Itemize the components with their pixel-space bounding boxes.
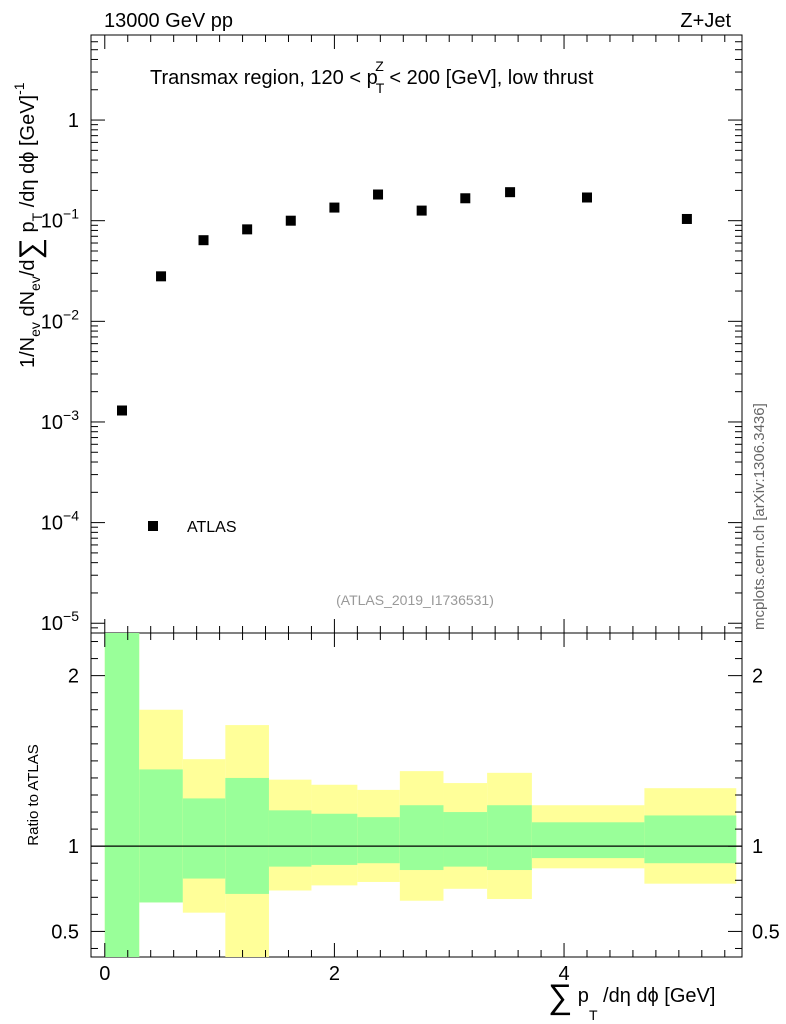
stat-uncertainty-band [311,813,358,865]
data-point [416,205,427,216]
plot-title-post: < 200 [GeV], low thrust [384,67,594,89]
header-left: 13000 GeV pp [104,10,233,32]
stat-uncertainty-band [139,769,183,903]
analysis-label: (ATLAS_2019_I1736531) [336,592,494,608]
plot-title: Transmax region, 120 < pTZ < 200 [GeV], … [150,58,594,96]
stat-uncertainty-band [104,633,140,957]
data-point [373,189,384,200]
data-points [117,187,692,416]
y-tick-label: 10−2 [41,306,79,333]
data-point [117,405,127,416]
stat-uncertainty-band [182,798,226,879]
stat-uncertainty-band [644,815,737,864]
stat-uncertainty-band [357,817,400,864]
data-point [329,202,340,213]
ratio-x-ticks: 0 2 4 [99,633,726,985]
ratio-y-tick-label-right: 0.5 [752,921,780,943]
legend-marker [148,521,158,531]
stat-uncertainty-band [531,822,645,859]
ratio-y-tick-label: 0.5 [51,921,79,943]
ratio-y-tick-label: 2 [68,666,79,688]
stat-uncertainty-band [399,805,444,871]
ratio-y-axis-label: Ratio to ATLAS [25,744,42,845]
header-right: Z+Jet [680,10,731,32]
y-tick-label: 10−4 [41,508,79,535]
data-point [198,235,209,246]
ratio-y-tick-label: 1 [68,836,79,858]
ratio-y-tick-label-right: 2 [752,666,763,688]
data-point [285,215,296,226]
y-tick-label: 1 [68,110,79,132]
data-point [505,187,516,198]
main-y-ticks: 1 10−1 10−2 10−3 10−4 10−5 [41,34,742,635]
y-tick-label: 10−5 [41,608,79,635]
x-tick-label: 0 [99,963,110,985]
y-tick-label: 10−1 [41,206,79,233]
data-point [681,213,692,224]
ratio-y-ticks: 0.5 0.5 1 1 2 2 [51,641,780,949]
data-point [460,193,471,204]
plot-title-pre: Transmax region, 120 < p [150,67,378,89]
plot-title-sup: Z [375,58,384,74]
stat-uncertainty-band [487,805,532,871]
y-tick-label: 10−3 [41,407,79,434]
main-x-ticks [104,35,726,633]
data-point [582,192,592,203]
stat-uncertainty-band [268,810,312,867]
x-tick-label: 2 [329,963,340,985]
plot-title-sub: T [376,80,385,96]
data-point [156,271,167,282]
main-plot-frame [90,34,743,634]
x-tick-label: 4 [558,963,569,985]
ratio-bands [104,633,737,957]
x-axis-label: ∑ pT /dη dϕ [GeV] [548,978,715,1023]
data-point [242,224,253,235]
ratio-y-tick-label-right: 1 [752,836,763,858]
watermark: mcplots.cern.ch [arXiv:1306.3436] [751,403,768,630]
stat-uncertainty-band [225,777,269,894]
stat-uncertainty-band [443,812,488,867]
legend-label: ATLAS [187,519,237,536]
